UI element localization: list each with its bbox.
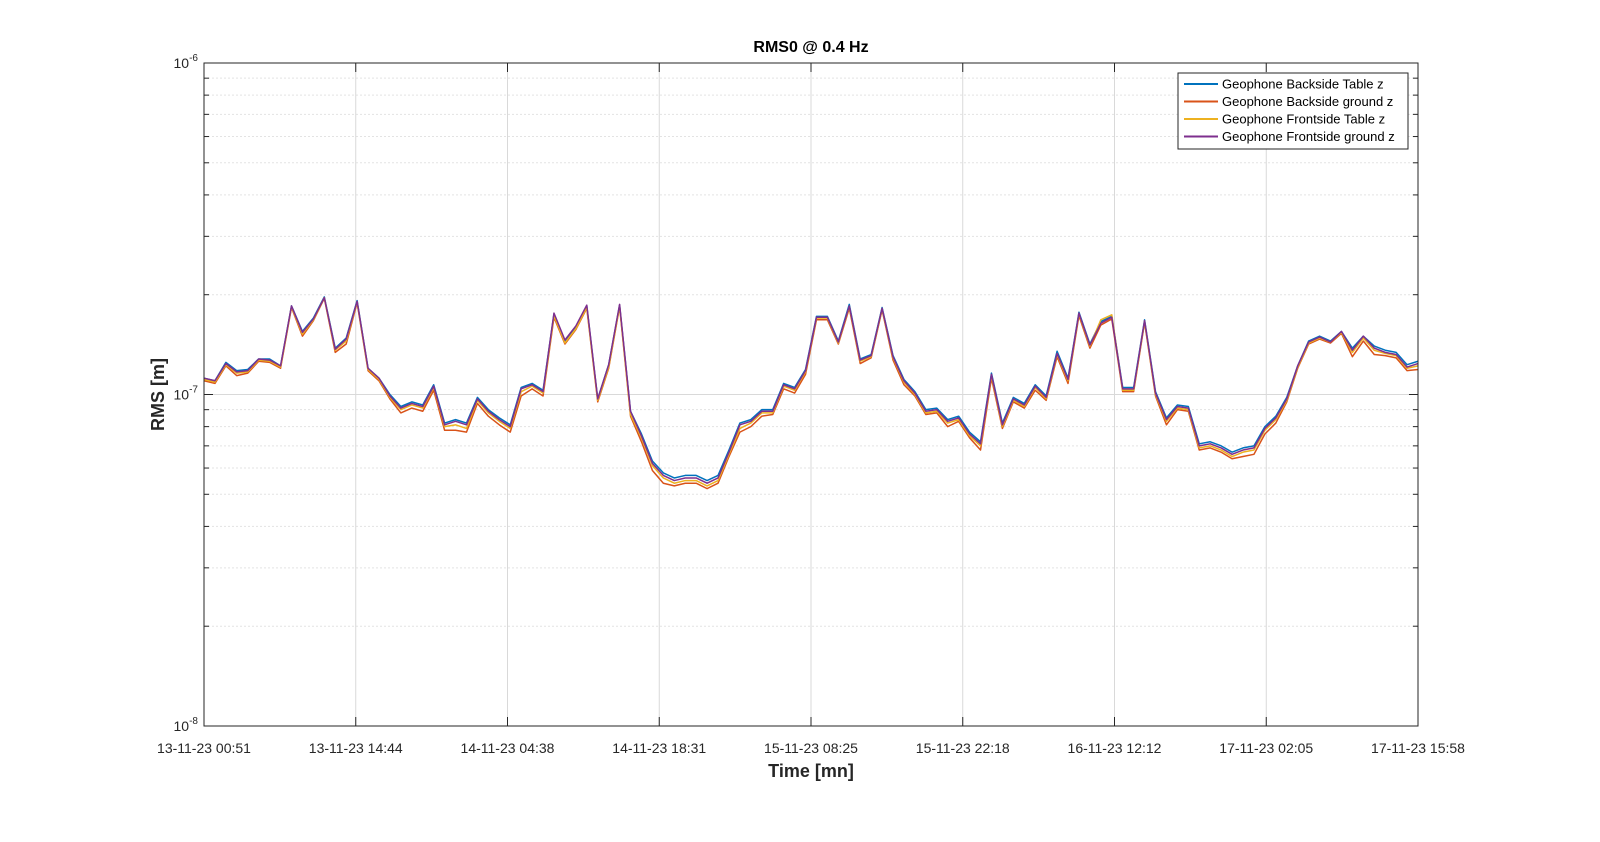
series-line-4 xyxy=(203,296,1419,484)
legend-entry-label: Geophone Backside ground z xyxy=(1222,94,1393,109)
legend: Geophone Backside Table z Geophone Backsi… xyxy=(1177,72,1409,150)
x-tick-label: 17-11-23 15:58 xyxy=(1371,740,1465,756)
x-tick-label: 15-11-23 22:18 xyxy=(916,740,1010,756)
x-tick-label: 16-11-23 12:12 xyxy=(1068,740,1162,756)
y-tick-label: 10-6 xyxy=(174,53,199,71)
legend-entry-label: Geophone Frontside Table z xyxy=(1222,112,1385,127)
legend-entry-label: Geophone Frontside ground z xyxy=(1222,129,1395,144)
x-tick-label: 13-11-23 00:51 xyxy=(157,740,251,756)
x-tick-label: 14-11-23 04:38 xyxy=(461,740,555,756)
series-layer xyxy=(203,296,1419,490)
x-axis-label: Time [mn] xyxy=(768,761,854,781)
tick-layer: 10-8 10-7 10-6 13-11-23 00:51 13-11-23 14:44… xyxy=(157,53,1465,756)
y-axis-label: RMS [m] xyxy=(148,358,168,431)
label-layer: RMS0 @ 0.4 Hz Time [mn] RMS [m] xyxy=(148,39,869,781)
y-tick-label: 10-7 xyxy=(174,385,199,403)
x-tick-label: 14-11-23 18:31 xyxy=(612,740,706,756)
chart-title: RMS0 @ 0.4 Hz xyxy=(753,39,868,56)
legend-entry-label: Geophone Backside Table z xyxy=(1222,77,1384,92)
x-tick-label: 17-11-23 02:05 xyxy=(1219,740,1313,756)
x-tick-label: 15-11-23 08:25 xyxy=(764,740,858,756)
x-tick-label: 13-11-23 14:44 xyxy=(309,740,403,756)
y-tick-label: 10-8 xyxy=(174,716,199,734)
